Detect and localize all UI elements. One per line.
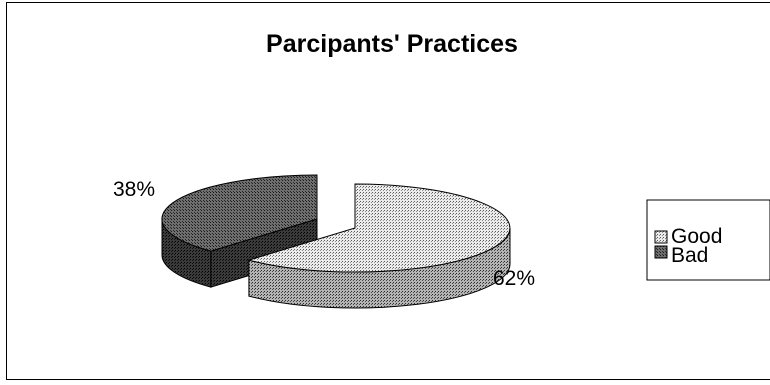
legend-swatch-good [654, 230, 668, 244]
legend: Good Bad [646, 199, 770, 281]
pie-slice-good [247, 183, 511, 273]
legend-label-good: Good [671, 225, 722, 248]
data-label-good: 62% [493, 267, 535, 290]
data-label-bad: 38% [113, 178, 155, 201]
legend-label-bad: Bad [671, 244, 708, 267]
chart-frame [6, 2, 770, 380]
chart-title: Parcipants' Practices [266, 30, 518, 58]
pie-slice-bad [161, 174, 318, 252]
pie-slices [161, 174, 511, 309]
legend-swatch-bad [654, 245, 668, 259]
